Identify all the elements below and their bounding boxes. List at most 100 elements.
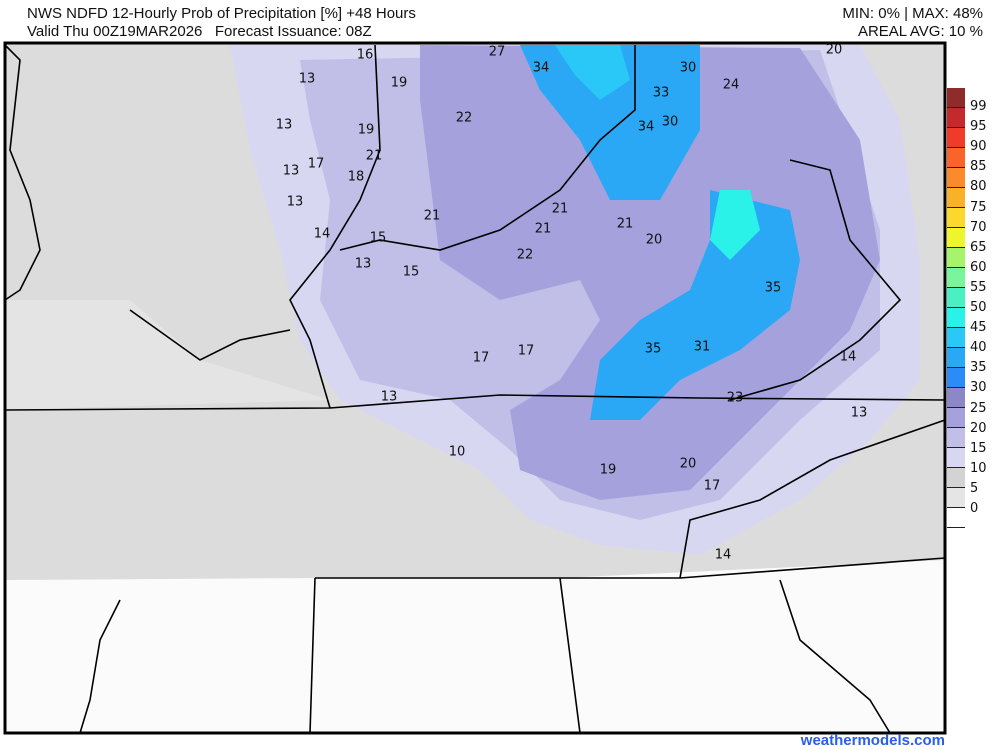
legend-swatch: [947, 308, 965, 328]
value-label: 33: [653, 86, 670, 101]
value-label: 20: [680, 457, 697, 472]
west-light-area: [5, 300, 330, 410]
legend-label: 30: [970, 380, 987, 396]
value-label: 17: [308, 157, 325, 172]
shade-40-45: [710, 190, 760, 260]
value-label: 21: [617, 217, 634, 232]
areal-average: AREAL AVG: 10 %: [857, 23, 983, 40]
legend-swatch: [947, 348, 965, 368]
legend-swatch: [947, 108, 965, 128]
min-max: MIN: 0% | MAX: 48%: [842, 5, 983, 22]
value-label: 30: [680, 61, 697, 76]
legend-label: 25: [970, 400, 987, 416]
value-label: 14: [715, 548, 732, 563]
legend-swatch: [947, 148, 965, 168]
value-label: 13: [283, 164, 300, 179]
legend-swatch: [947, 288, 965, 308]
shade-35-40: [555, 45, 630, 100]
value-label: 22: [456, 111, 473, 126]
value-label: 16: [357, 48, 374, 63]
legend-swatch: [947, 228, 965, 248]
value-label: 35: [765, 281, 782, 296]
value-label: 17: [473, 351, 490, 366]
value-label: 34: [638, 120, 655, 135]
state-borders: [4, 44, 946, 734]
legend-label: 65: [970, 239, 987, 255]
value-label: 22: [517, 248, 534, 263]
value-label: 15: [370, 231, 387, 246]
value-label: 20: [646, 233, 663, 248]
legend-swatch: [947, 208, 965, 228]
value-label: 19: [358, 123, 375, 138]
value-label: 17: [518, 344, 535, 359]
legend-label: 55: [970, 279, 987, 295]
value-label: 21: [366, 149, 383, 164]
value-label: 19: [391, 76, 408, 91]
value-label: 14: [840, 350, 857, 365]
value-label: 35: [645, 342, 662, 357]
legend-label: 40: [970, 340, 987, 356]
legend-label: 50: [970, 300, 987, 315]
legend-label: 5: [970, 480, 979, 496]
legend-label: 10: [970, 460, 987, 476]
value-label: 24: [723, 78, 740, 93]
shade-30-35-east: [590, 190, 800, 420]
shade-20-25: [420, 45, 880, 500]
legend-swatch: [947, 248, 965, 268]
legend-label: 90: [970, 139, 987, 155]
value-label: 21: [535, 222, 552, 237]
value-label: 13: [381, 390, 398, 405]
legend-swatch: [947, 268, 965, 288]
legend-swatch: [947, 168, 965, 188]
value-label: 15: [403, 265, 420, 280]
value-label: 31: [694, 340, 711, 355]
legend-swatch: [947, 388, 965, 408]
value-label: 27: [489, 45, 506, 60]
legend-swatch: [947, 408, 965, 428]
value-label: 13: [355, 257, 372, 272]
legend-swatch: [947, 468, 965, 488]
value-label: 34: [533, 61, 550, 76]
legend-swatch: [947, 448, 965, 468]
legend-swatch: [947, 128, 965, 148]
value-label: 23: [727, 391, 744, 406]
value-label: 10: [449, 445, 466, 460]
legend-swatch: [947, 188, 965, 208]
legend-label: 45: [970, 320, 987, 336]
value-label: 20: [826, 43, 843, 58]
legend-label: 80: [970, 179, 987, 195]
legend-label: 35: [970, 360, 987, 376]
legend-label: 0: [970, 501, 979, 516]
value-label: 13: [276, 118, 293, 133]
value-label: 14: [314, 227, 331, 242]
legend-swatch: [947, 428, 965, 448]
value-label: 13: [299, 72, 316, 87]
shade-30-35-north: [520, 45, 700, 200]
value-label: 21: [424, 209, 441, 224]
value-label: 19: [600, 463, 617, 478]
valid-time: Valid Thu 00Z19MAR2026 Forecast Issuance…: [27, 23, 372, 40]
value-label: 13: [851, 406, 868, 421]
legend-label: 85: [970, 159, 987, 175]
legend-label: 60: [970, 259, 987, 275]
legend-label: 75: [970, 199, 987, 215]
south-light-area: [5, 560, 945, 733]
map-frame: [3, 41, 947, 735]
color-legend: [947, 88, 965, 528]
legend-label: 70: [970, 219, 987, 235]
legend-swatch: [947, 508, 965, 528]
legend-label: 15: [970, 440, 987, 456]
legend-swatch: [947, 488, 965, 508]
value-label: 17: [704, 479, 721, 494]
legend-swatch: [947, 88, 965, 108]
value-label: 21: [552, 202, 569, 217]
value-label: 18: [348, 170, 365, 185]
legend-label: 20: [970, 420, 987, 436]
legend-swatch: [947, 328, 965, 348]
value-label: 13: [287, 195, 304, 210]
map-title: NWS NDFD 12-Hourly Prob of Precipitation…: [27, 5, 416, 22]
credit-link[interactable]: weathermodels.com: [800, 732, 945, 749]
legend-label: 99: [970, 99, 987, 114]
